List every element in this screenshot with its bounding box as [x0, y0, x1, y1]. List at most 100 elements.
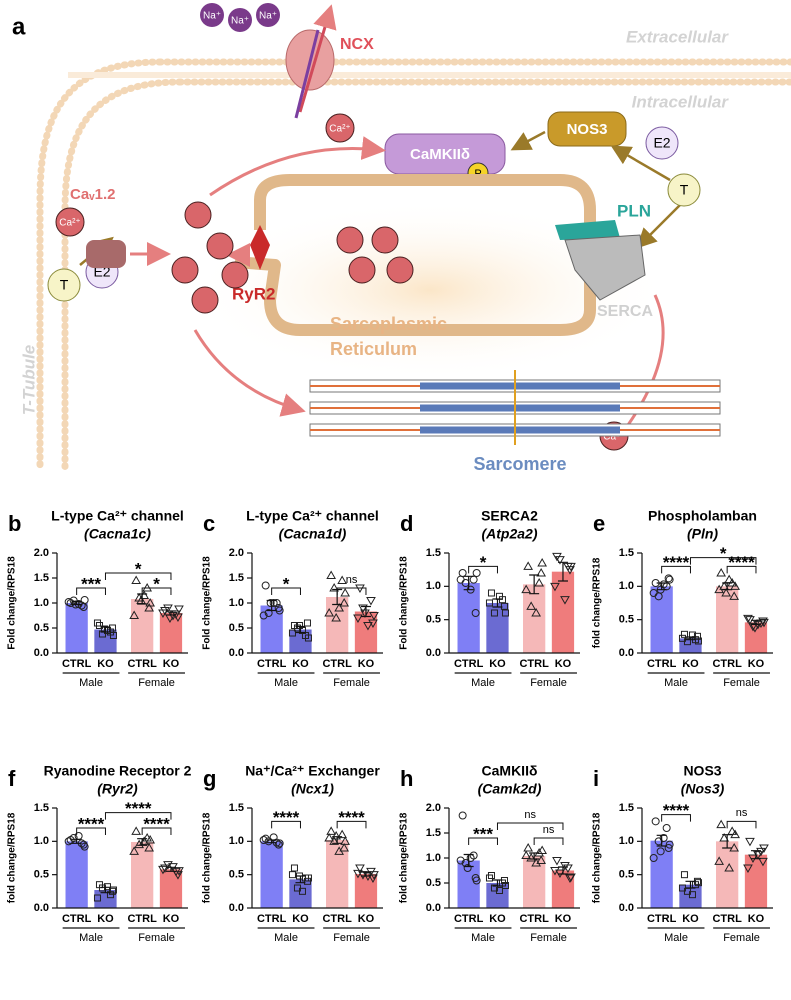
data-point — [743, 864, 753, 874]
y-tick-label: 0.0 — [619, 902, 634, 914]
data-point — [144, 602, 155, 612]
data-point — [355, 864, 365, 874]
label: Caᵥ1.2 — [70, 186, 115, 203]
significance-label: **** — [125, 799, 152, 818]
data-point — [565, 566, 575, 575]
x-tick-label: CTRL — [257, 658, 287, 670]
data-point — [521, 850, 532, 859]
data-point — [131, 575, 142, 584]
data-point — [716, 567, 727, 577]
data-point — [490, 609, 498, 617]
chart-title: L-type Ca²⁺ channel — [51, 508, 184, 524]
significance-bracket — [104, 572, 172, 580]
data-point — [324, 607, 335, 617]
y-axis-label: fold change/RPS18 — [592, 812, 603, 903]
data-point — [463, 864, 472, 872]
y-tick-label: 0.0 — [34, 647, 49, 659]
significance-label: **** — [78, 814, 105, 833]
data-point — [458, 569, 467, 577]
bar — [650, 586, 673, 653]
bar — [716, 841, 739, 908]
significance-bracket — [76, 587, 106, 595]
significance-label: **** — [273, 808, 300, 827]
data-point — [93, 894, 101, 902]
data-point — [272, 599, 281, 607]
y-tick-label: 1.5 — [619, 802, 634, 814]
data-point — [298, 887, 306, 895]
y-axis-label: fold change/RPS18 — [7, 812, 18, 903]
y-tick-label: 1.5 — [229, 802, 244, 814]
y-tick-label: 0.0 — [229, 902, 244, 914]
chart-subtitle: (Ncx1) — [291, 781, 334, 797]
data-point — [303, 619, 311, 627]
error-bar — [266, 599, 277, 612]
data-point — [521, 584, 532, 594]
cav-channel — [86, 240, 126, 268]
y-tick-label: 0.5 — [619, 869, 634, 881]
significance-bracket — [689, 557, 757, 565]
data-point — [174, 867, 184, 876]
ion: Ca²⁺ — [329, 124, 350, 135]
bar — [523, 856, 546, 908]
y-tick-label: 0.0 — [619, 647, 634, 659]
serca-pump — [564, 234, 646, 301]
group-label: Male — [664, 932, 688, 944]
data-point — [665, 575, 674, 584]
data-point — [274, 840, 283, 849]
x-tick-label: KO — [748, 658, 765, 670]
label: Extracellular — [626, 27, 729, 46]
error-bar — [529, 852, 540, 860]
group-label: Male — [274, 932, 298, 944]
x-tick-label: KO — [682, 658, 699, 670]
label: P — [474, 168, 481, 180]
x-tick-label: KO — [358, 913, 375, 925]
ion: Na⁺ — [231, 16, 249, 27]
data-point — [536, 567, 547, 577]
data-point — [360, 609, 370, 619]
x-tick-label: KO — [748, 913, 765, 925]
data-point — [331, 830, 342, 840]
data-point — [290, 864, 298, 872]
data-point — [721, 587, 732, 597]
data-point — [680, 871, 688, 879]
data-point — [724, 862, 735, 872]
data-point — [340, 836, 351, 845]
data-point — [93, 619, 101, 627]
significance-bracket — [468, 837, 498, 845]
error-bar — [656, 834, 667, 847]
significance-bracket — [661, 814, 691, 822]
ion: Na⁺ — [203, 11, 221, 22]
label: Sarcoplasmic — [330, 314, 447, 334]
y-tick-label: 1.5 — [619, 547, 634, 559]
ryr2-channel — [250, 225, 270, 270]
y-axis-label: Fold change/RPS18 — [399, 556, 410, 650]
calcium-ions — [171, 201, 414, 314]
panel-letter: c — [203, 511, 215, 536]
data-point — [458, 811, 467, 820]
data-point — [109, 632, 117, 639]
y-tick-label: 1.0 — [426, 852, 441, 864]
significance-label: * — [135, 559, 142, 578]
error-bar — [685, 880, 696, 889]
data-point — [64, 837, 73, 846]
data-point — [694, 879, 702, 887]
chart-subtitle: (Nos3) — [681, 781, 725, 797]
data-point — [275, 839, 284, 848]
data-point — [168, 612, 178, 621]
x-tick-label: KO — [682, 913, 699, 925]
label: RyR2 — [232, 284, 275, 303]
bar — [159, 869, 183, 908]
y-tick-label: 1.0 — [619, 580, 634, 592]
chart-title: SERCA2 — [481, 508, 538, 524]
data-point — [353, 614, 363, 624]
error-bar — [137, 838, 148, 846]
data-point — [456, 575, 465, 584]
label: CaMKIIδ — [410, 146, 470, 163]
x-tick-label: KO — [358, 658, 375, 670]
data-point — [340, 587, 351, 597]
bar — [457, 860, 480, 908]
bar — [354, 874, 378, 908]
data-point — [662, 824, 671, 832]
data-point — [160, 864, 170, 874]
x-tick-label: CTRL — [257, 913, 287, 925]
